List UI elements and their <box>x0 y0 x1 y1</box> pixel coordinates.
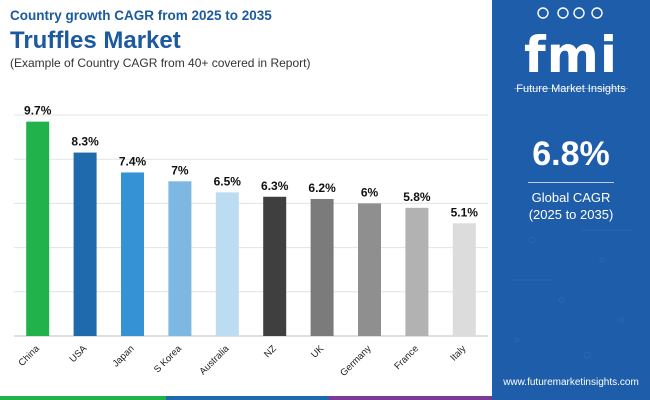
x-tick-label: UK <box>309 343 327 361</box>
x-tick-label: NZ <box>262 343 279 360</box>
data-label: 8.3% <box>71 135 99 149</box>
bar-nz <box>263 196 287 336</box>
chart-header: Country growth CAGR from 2025 to 2035 Tr… <box>10 8 480 71</box>
bar-usa <box>73 152 97 336</box>
bottom-color-bar <box>0 396 492 400</box>
divider <box>528 182 614 183</box>
global-cagr-label: Global CAGR (2025 to 2035) <box>492 189 650 223</box>
bar-germany <box>358 203 381 336</box>
x-tick-label: USA <box>68 343 90 365</box>
logo-icons <box>537 7 603 19</box>
bar-chart: 9.7% 8.3% 7.4% 7% 6.5% 6.3% 6.2% 6% 5.8% 5.1% Chi… <box>14 104 488 379</box>
x-tick-label: Italy <box>448 343 468 363</box>
x-tick-label: France <box>392 343 421 372</box>
divider <box>514 88 628 89</box>
data-label: 6% <box>361 185 379 199</box>
decorative-pattern <box>512 229 632 359</box>
global-cagr-label-line1: Global CAGR <box>531 190 611 205</box>
data-label: 6.5% <box>214 174 242 188</box>
bottom-bar-segment <box>0 396 166 400</box>
chart-title: Truffles Market <box>10 27 181 54</box>
data-label: 9.7% <box>24 104 52 118</box>
data-label: 7.4% <box>119 154 147 168</box>
sidebar-panel: fmi Future Market Insights 6.8% Global C… <box>492 0 650 400</box>
bar-australia <box>215 192 239 336</box>
bar-japan <box>121 172 144 336</box>
chart-subtitle: Country growth CAGR from 2025 to 2035 <box>10 8 272 23</box>
x-tick-label: Japan <box>111 343 137 369</box>
x-tick-label: China <box>16 343 42 369</box>
logo-mark: fmi <box>524 26 618 84</box>
bottom-bar-segment <box>166 396 329 400</box>
x-tick-label: Australia <box>198 343 232 377</box>
data-label: 6.2% <box>308 181 336 195</box>
x-tick-label: S Korea <box>152 343 185 376</box>
bar-china <box>26 121 50 336</box>
bar-italy <box>452 223 476 336</box>
data-label: 5.8% <box>403 190 431 204</box>
global-cagr-value: 6.8% <box>532 135 610 173</box>
brand-logo[interactable]: fmi Future Market Insights <box>492 6 650 95</box>
bottom-bar-segment <box>329 396 492 400</box>
brand-name: Future Market Insights <box>516 83 626 95</box>
bar-france <box>405 207 429 336</box>
data-label: 5.1% <box>451 205 479 219</box>
data-label: 6.3% <box>261 179 289 193</box>
data-label: 7% <box>171 163 189 177</box>
bar-s-korea <box>168 181 192 336</box>
bar-uk <box>310 198 334 336</box>
chart-caption: (Example of Country CAGR from 40+ covere… <box>10 56 311 70</box>
x-tick-label: Germany <box>338 343 374 379</box>
global-cagr-label-line2: (2025 to 2035) <box>528 207 614 222</box>
website-link[interactable]: www.futuremarketinsights.com <box>503 377 639 388</box>
